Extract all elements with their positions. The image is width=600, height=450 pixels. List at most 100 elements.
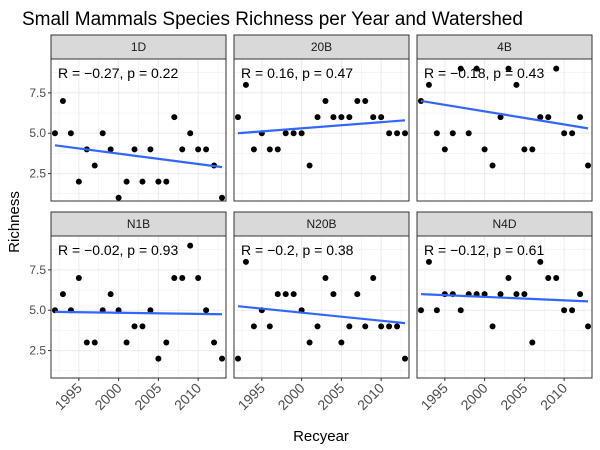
x-tick-label: 2000 <box>91 380 124 413</box>
trend-line <box>237 305 406 325</box>
data-point <box>123 178 130 185</box>
data-point <box>394 130 401 137</box>
data-point <box>83 339 90 346</box>
data-point <box>513 291 520 298</box>
y-axis-title: Richness <box>6 191 23 253</box>
trend-line <box>420 292 589 303</box>
data-point <box>521 146 528 153</box>
trend-line <box>54 310 223 316</box>
data-point <box>577 291 584 298</box>
data-point <box>545 114 552 121</box>
x-tick-label: 2005 <box>314 380 347 413</box>
data-point <box>386 130 393 137</box>
data-point <box>457 65 464 72</box>
strip-4b <box>416 34 593 60</box>
y-tick-label: 7.5 <box>29 263 46 277</box>
panel-border <box>416 235 593 379</box>
x-tick-label: 2005 <box>497 380 530 413</box>
y-tick-label: 7.5 <box>29 86 46 100</box>
correlation-annotation: R = −0.2, p = 0.38 <box>241 242 354 258</box>
data-point <box>234 355 241 362</box>
panel-n4d: N4D R = −0.12, p = 0.61 1995 2000 2005 2010 <box>416 211 593 413</box>
data-point <box>139 178 146 185</box>
data-point <box>234 114 241 121</box>
data-point <box>465 130 472 137</box>
data-point <box>99 130 106 137</box>
x-tick-label: 2010 <box>537 380 570 413</box>
strip-label-4b: 4B <box>497 40 512 54</box>
data-point <box>370 274 377 281</box>
data-point <box>290 291 297 298</box>
data-point <box>314 114 321 121</box>
data-point <box>585 323 592 330</box>
strip-1d <box>50 34 227 60</box>
trend-line <box>237 119 406 135</box>
data-point <box>195 146 202 153</box>
panel-border <box>233 58 410 202</box>
data-point <box>402 355 409 362</box>
chart-title: Small Mammals Species Richness per Year … <box>22 9 523 30</box>
data-point <box>513 81 520 88</box>
data-point <box>322 274 329 281</box>
data-point <box>553 274 560 281</box>
data-point <box>131 323 138 330</box>
data-point <box>330 291 337 298</box>
data-point <box>497 114 504 121</box>
data-point <box>346 114 353 121</box>
x-tick-label: 2010 <box>354 380 387 413</box>
data-point <box>537 114 544 121</box>
data-point <box>497 291 504 298</box>
data-point <box>163 339 170 346</box>
panel-n20b: N20B R = −0.2, p = 0.38 1995 2000 2005 2010 <box>233 211 410 413</box>
data-point <box>107 291 114 298</box>
data-point <box>585 162 592 169</box>
y-tick-label: 2.5 <box>29 344 46 358</box>
data-point <box>219 355 226 362</box>
data-point <box>179 146 186 153</box>
data-point <box>131 146 138 153</box>
correlation-annotation: R = 0.16, p = 0.47 <box>241 65 353 81</box>
data-point <box>545 274 552 281</box>
correlation-annotation: R = −0.02, p = 0.93 <box>58 242 178 258</box>
data-point <box>569 307 576 314</box>
data-point <box>250 146 257 153</box>
x-tick-label: 2005 <box>131 380 164 413</box>
trend-line <box>54 144 223 169</box>
data-point <box>195 274 202 281</box>
data-point <box>346 323 353 330</box>
data-point <box>91 339 98 346</box>
data-point <box>441 146 448 153</box>
data-point <box>489 323 496 330</box>
data-point <box>330 114 337 121</box>
data-point <box>402 130 409 137</box>
panel-border <box>233 235 410 379</box>
strip-label-n20b: N20B <box>306 217 336 231</box>
data-point <box>203 146 210 153</box>
data-point <box>370 114 377 121</box>
data-point <box>378 114 385 121</box>
data-point <box>298 130 305 137</box>
data-point <box>433 307 440 314</box>
data-point <box>322 97 329 104</box>
data-point <box>529 146 536 153</box>
data-point <box>306 162 313 169</box>
data-point <box>521 291 528 298</box>
data-point <box>211 339 218 346</box>
panel-border <box>50 58 227 202</box>
trend-line <box>420 99 589 130</box>
data-point <box>274 146 281 153</box>
data-point <box>338 339 345 346</box>
panel-1d: 1D R = −0.27, p = 0.22 2.5 5.0 7.5 <box>29 34 227 202</box>
data-point <box>203 307 210 314</box>
data-point <box>290 130 297 137</box>
data-point <box>354 97 361 104</box>
data-point <box>59 291 66 298</box>
data-point <box>274 291 281 298</box>
y-tick-label: 5.0 <box>29 303 46 317</box>
data-point <box>147 307 154 314</box>
data-point <box>187 242 194 249</box>
correlation-annotation: R = −0.18, p = 0.43 <box>424 65 544 81</box>
data-point <box>338 114 345 121</box>
